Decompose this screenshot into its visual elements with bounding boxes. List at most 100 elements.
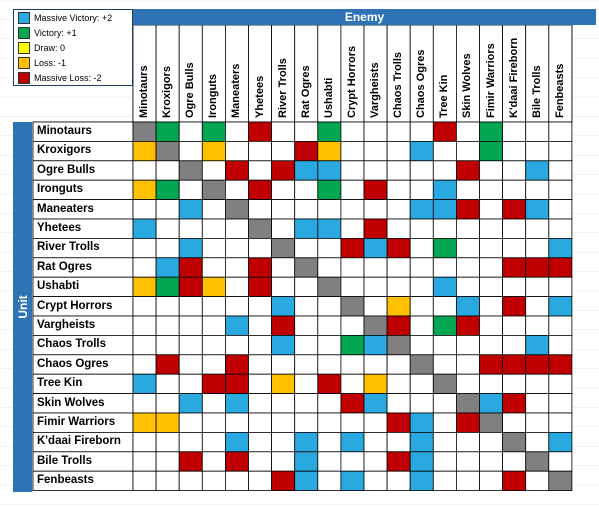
legend-label: Draw: 0 [34,42,66,53]
matchup-cell [479,412,504,433]
matchup-cell [248,179,273,200]
matchup-cell [271,334,296,356]
enemy-header: Enemy [133,9,596,25]
matchup-cell [502,121,527,142]
matchup-cell [178,315,203,336]
matchup-cell [525,373,550,395]
matchup-cell [294,140,319,162]
matchup-cell [479,334,504,356]
matchup-cell [386,354,411,375]
matchup-cell [525,237,550,259]
matchup-cell [340,237,365,259]
matchup-cell [340,412,365,433]
matchup-cell [502,218,527,239]
matchup-cell [317,373,342,395]
matchup-cell [248,393,273,414]
matchup-cell [294,334,319,356]
legend-item: Victory: +1 [14,25,132,40]
legend-item: Draw: 0 [14,40,132,55]
matchup-cell [340,470,365,492]
legend-swatch [18,11,30,24]
matchup-cell [548,412,573,433]
matchup-cell [409,412,434,433]
matchup-cell [271,354,296,375]
matchup-cell [525,218,550,239]
matchup-cell [155,218,180,239]
matchup-cell [155,431,180,453]
matchup-cell [248,354,273,375]
matchup-cell [479,199,504,220]
matchup-cell [271,199,296,220]
matchup-cell [409,140,434,162]
legend-label: Victory: +1 [34,27,77,38]
matchup-cell [155,451,180,472]
matchup-cell [271,373,296,395]
matchup-cell [502,393,527,414]
matchup-cell [155,334,180,356]
matchup-cell [479,218,504,239]
matchup-cell [409,393,434,414]
legend-label: Massive Victory: +2 [34,12,113,23]
matchup-cell [294,237,319,259]
matchup-cell [479,160,504,181]
matchup-cell [340,354,365,375]
matchup-cell [201,412,226,433]
matchup-cell [201,218,226,239]
matchup-cell [178,393,203,414]
matchup-cell [363,451,388,472]
matchup-cell [178,354,203,375]
matchup-cell [548,160,573,181]
matchup-cell [317,237,342,259]
matchup-cell [271,140,296,162]
matchup-cell [548,470,573,492]
matchup-cell [363,199,388,220]
matchup-cell [548,140,573,162]
matchup-cell [363,431,388,453]
legend-item: Massive Victory: +2 [14,10,132,25]
matchup-cell [155,199,180,220]
matchup-cell [363,218,388,239]
matchup-cell [340,257,365,278]
matchup-cell [386,393,411,414]
legend-item: Massive Loss: -2 [14,70,132,85]
matchup-cell [386,237,411,259]
matchup-cell [386,276,411,298]
matchup-cell [294,296,319,317]
enemy-column-label: Tree Kin [438,74,451,118]
unit-row-label: Tree Kin [37,377,83,390]
matchup-cell [248,257,273,278]
matchup-cell [317,296,342,317]
matchup-cell [294,179,319,200]
matchup-cell [455,431,480,453]
matchup-cell [386,218,411,239]
matchup-cell [363,315,388,336]
matchup-cell [248,315,273,336]
matchup-cell [271,393,296,414]
matchup-cell [224,199,249,220]
matchup-cell [132,218,157,239]
matchup-cell [201,451,226,472]
matchup-cell [502,237,527,259]
matchup-cell [386,140,411,162]
matchup-cell [525,257,550,278]
matchup-cell [248,296,273,317]
matchup-cell [132,237,157,259]
unit-row-label: Fenbeasts [37,474,94,487]
matchup-cell [201,354,226,375]
matchup-cell [409,218,434,239]
unit-row-label: Kroxigors [37,144,92,157]
matchup-cell [132,334,157,356]
matchup-cell [479,257,504,278]
matchup-cell [502,431,527,453]
matchup-cell [340,334,365,356]
unit-row-label: Crypt Horrors [37,299,113,312]
matchup-cell [409,160,434,181]
unit-row-label: Chaos Ogres [37,357,109,370]
matchup-cell [455,276,480,298]
matchup-cell [548,237,573,259]
matchup-cell [155,315,180,336]
matchup-cell [224,412,249,433]
matchup-cell [409,470,434,492]
matchup-cell [201,470,226,492]
